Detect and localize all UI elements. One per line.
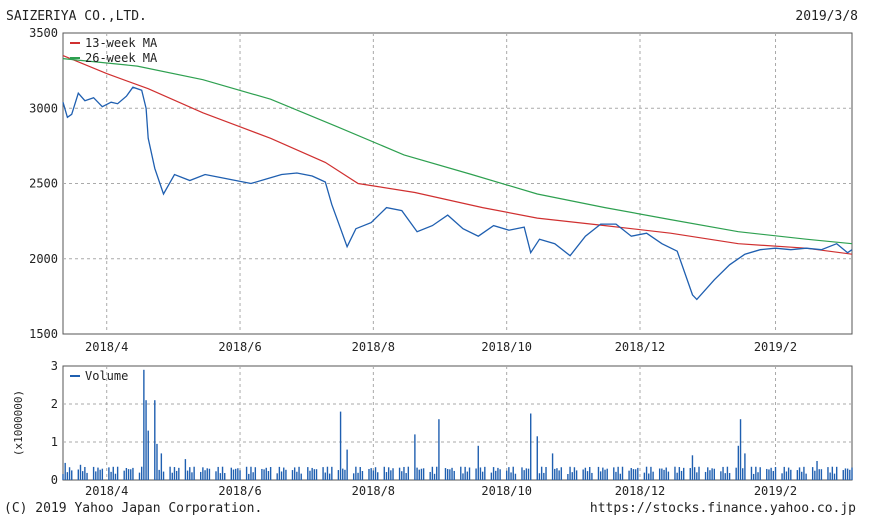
price-tick-label: 2500 bbox=[29, 177, 58, 191]
volume-x-tick-label: 2018/8 bbox=[352, 484, 395, 498]
price-tick-label: 1500 bbox=[29, 327, 58, 341]
volume-tick-label: 2 bbox=[51, 397, 58, 411]
volume-x-tick-label: 2018/6 bbox=[218, 484, 261, 498]
chart-date: 2019/3/8 bbox=[795, 9, 858, 24]
copyright-text: (C) 2019 Yahoo Japan Corporation. bbox=[4, 501, 263, 516]
legend-label: 13-week MA bbox=[85, 36, 158, 50]
price-x-tick-label: 2019/2 bbox=[754, 340, 797, 354]
price-plot-area bbox=[62, 32, 853, 335]
price-x-tick-label: 2018/12 bbox=[615, 340, 666, 354]
price-series-line-2 bbox=[62, 58, 853, 245]
price-series-line-1 bbox=[62, 55, 853, 255]
price-x-tick-label: 2018/8 bbox=[352, 340, 395, 354]
price-tick-label: 2000 bbox=[29, 252, 58, 266]
volume-x-tick-label: 2018/10 bbox=[481, 484, 532, 498]
price-x-tick-label: 2018/6 bbox=[218, 340, 261, 354]
price-series-line-0 bbox=[62, 86, 853, 301]
volume-x-tick-label: 2018/12 bbox=[615, 484, 666, 498]
legend-label: 26-week MA bbox=[85, 51, 158, 65]
company-title: SAIZERIYA CO.,LTD. bbox=[6, 9, 147, 24]
price-tick-label: 3500 bbox=[29, 26, 58, 40]
source-url[interactable]: https://stocks.finance.yahoo.co.jp bbox=[589, 501, 856, 516]
price-tick-label: 3000 bbox=[29, 101, 58, 115]
volume-tick-label: 3 bbox=[51, 359, 58, 373]
volume-x-tick-label: 2019/2 bbox=[754, 484, 797, 498]
price-x-tick-label: 2018/4 bbox=[85, 340, 128, 354]
volume-axis-label: (x1000000) bbox=[12, 390, 25, 456]
volume-x-tick-label: 2018/4 bbox=[85, 484, 128, 498]
volume-legend-label: Volume bbox=[85, 369, 128, 383]
volume-tick-label: 1 bbox=[51, 435, 58, 449]
price-x-tick-label: 2018/10 bbox=[481, 340, 532, 354]
volume-plot-area bbox=[62, 365, 853, 481]
volume-tick-label: 0 bbox=[51, 473, 58, 487]
